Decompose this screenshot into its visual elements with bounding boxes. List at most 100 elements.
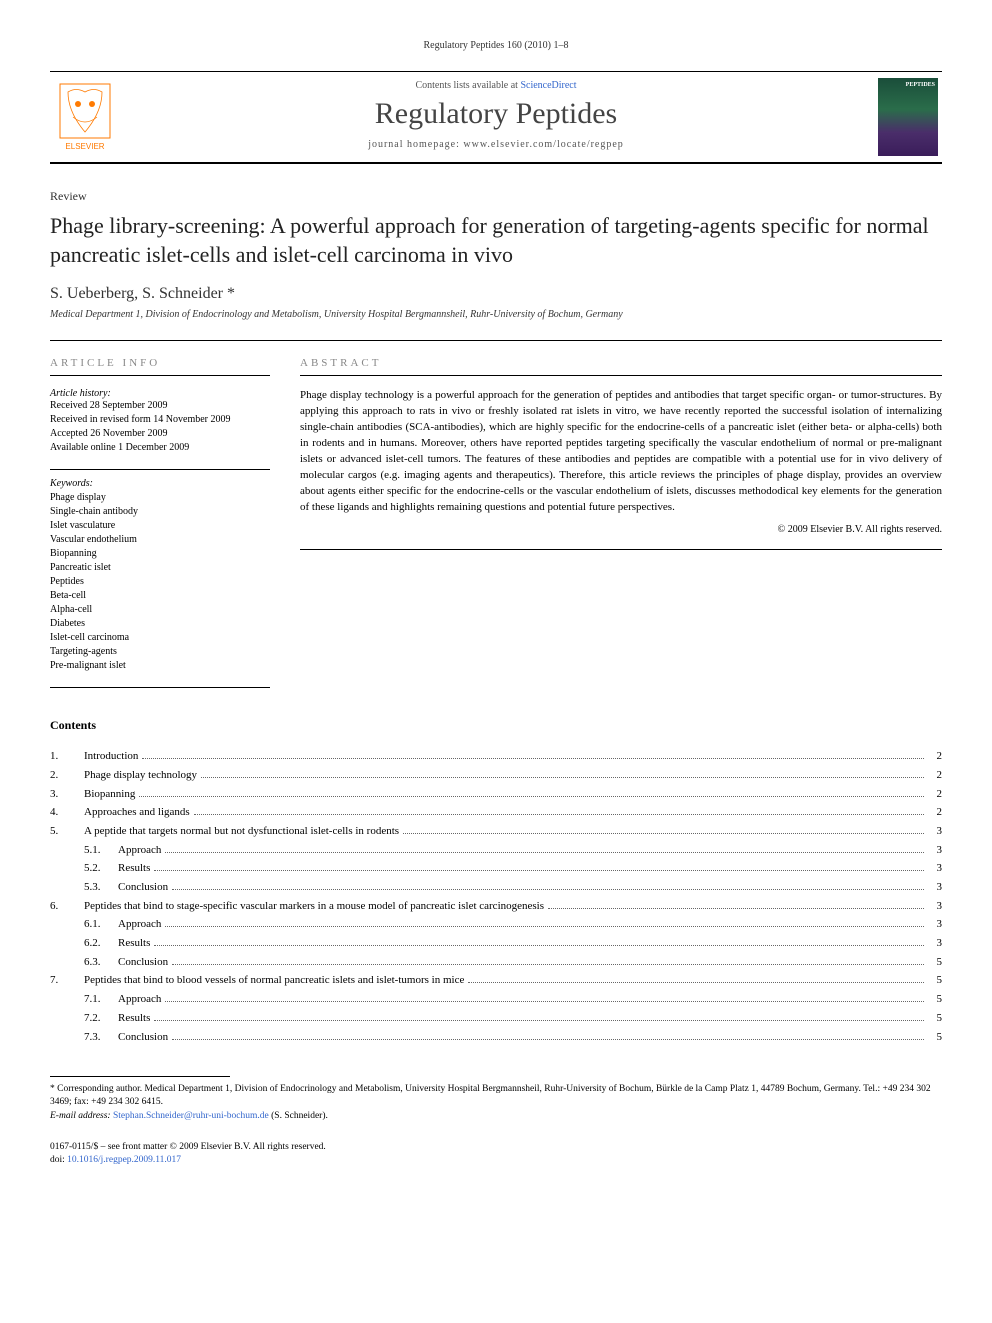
abstract-copyright: © 2009 Elsevier B.V. All rights reserved… bbox=[300, 524, 942, 535]
history-item: Received in revised form 14 November 200… bbox=[50, 413, 270, 427]
toc-number: 5.3. bbox=[50, 878, 118, 897]
toc-leader-dots bbox=[403, 833, 924, 834]
toc-leader-dots bbox=[201, 777, 924, 778]
email-suffix: (S. Schneider). bbox=[271, 1111, 328, 1121]
history-label: Article history: bbox=[50, 388, 270, 399]
toc-title: Peptides that bind to blood vessels of n… bbox=[84, 971, 464, 990]
toc-page: 3 bbox=[928, 934, 942, 953]
toc-leader-dots bbox=[172, 889, 924, 890]
keywords-block: Keywords: Phage displaySingle-chain anti… bbox=[50, 469, 270, 673]
toc-leader-dots bbox=[154, 945, 924, 946]
toc-row[interactable]: 7.1.Approach5 bbox=[50, 990, 942, 1009]
keyword-item: Islet vasculature bbox=[50, 519, 270, 533]
toc-number: 4. bbox=[50, 803, 84, 822]
toc-leader-dots bbox=[548, 908, 924, 909]
toc-page: 5 bbox=[928, 1009, 942, 1028]
bottom-block: 0167-0115/$ – see front matter © 2009 El… bbox=[50, 1141, 942, 1168]
toc-row[interactable]: 5.A peptide that targets normal but not … bbox=[50, 822, 942, 841]
contents-heading: Contents bbox=[50, 718, 942, 733]
toc-number: 6.1. bbox=[50, 915, 118, 934]
publisher-label: ELSEVIER bbox=[65, 142, 104, 151]
toc-title: Peptides that bind to stage-specific vas… bbox=[84, 897, 544, 916]
toc-number: 5.2. bbox=[50, 859, 118, 878]
running-header: Regulatory Peptides 160 (2010) 1–8 bbox=[50, 40, 942, 51]
toc-leader-dots bbox=[165, 926, 924, 927]
toc-page: 5 bbox=[928, 971, 942, 990]
toc-leader-dots bbox=[154, 870, 924, 871]
history-list: Received 28 September 2009Received in re… bbox=[50, 399, 270, 455]
keyword-item: Peptides bbox=[50, 575, 270, 589]
toc-number: 7. bbox=[50, 971, 84, 990]
toc-number: 6.2. bbox=[50, 934, 118, 953]
toc-number: 7.2. bbox=[50, 1009, 118, 1028]
keyword-item: Alpha-cell bbox=[50, 603, 270, 617]
toc-row[interactable]: 3.Biopanning 2 bbox=[50, 785, 942, 804]
toc-row[interactable]: 6.1.Approach3 bbox=[50, 915, 942, 934]
toc-page: 2 bbox=[928, 747, 942, 766]
sciencedirect-link[interactable]: ScienceDirect bbox=[520, 80, 576, 91]
toc-number: 5. bbox=[50, 822, 84, 841]
doi-link[interactable]: 10.1016/j.regpep.2009.11.017 bbox=[67, 1155, 181, 1165]
article-info: ARTICLE INFO Article history: Received 2… bbox=[50, 357, 270, 688]
authors: S. Ueberberg, S. Schneider * bbox=[50, 285, 942, 303]
toc-title: Results bbox=[118, 1009, 150, 1028]
keyword-item: Vascular endothelium bbox=[50, 533, 270, 547]
toc-row[interactable]: 7.2.Results 5 bbox=[50, 1009, 942, 1028]
toc-title: Approach bbox=[118, 990, 161, 1009]
homepage-url[interactable]: www.elsevier.com/locate/regpep bbox=[463, 139, 623, 150]
toc-page: 5 bbox=[928, 990, 942, 1009]
toc-number: 5.1. bbox=[50, 841, 118, 860]
journal-cover-thumb bbox=[872, 72, 942, 162]
toc-page: 2 bbox=[928, 803, 942, 822]
toc-page: 3 bbox=[928, 841, 942, 860]
history-item: Received 28 September 2009 bbox=[50, 399, 270, 413]
toc-number: 3. bbox=[50, 785, 84, 804]
homepage-line: journal homepage: www.elsevier.com/locat… bbox=[120, 139, 872, 150]
article-type: Review bbox=[50, 189, 942, 204]
keyword-item: Pre-malignant islet bbox=[50, 659, 270, 673]
keyword-item: Islet-cell carcinoma bbox=[50, 631, 270, 645]
keyword-item: Pancreatic islet bbox=[50, 561, 270, 575]
issn-line: 0167-0115/$ – see front matter © 2009 El… bbox=[50, 1141, 942, 1154]
toc-title: Introduction bbox=[84, 747, 138, 766]
toc-page: 5 bbox=[928, 1028, 942, 1047]
toc-row[interactable]: 7.3.Conclusion5 bbox=[50, 1028, 942, 1047]
toc-number: 1. bbox=[50, 747, 84, 766]
toc-row[interactable]: 1.Introduction 2 bbox=[50, 747, 942, 766]
toc-title: Biopanning bbox=[84, 785, 135, 804]
history-item: Available online 1 December 2009 bbox=[50, 441, 270, 455]
toc-leader-dots bbox=[165, 1001, 924, 1002]
toc-row[interactable]: 5.1.Approach 3 bbox=[50, 841, 942, 860]
info-abstract-row: ARTICLE INFO Article history: Received 2… bbox=[50, 340, 942, 688]
toc-leader-dots bbox=[172, 1039, 924, 1040]
keyword-item: Targeting-agents bbox=[50, 645, 270, 659]
toc-number: 6. bbox=[50, 897, 84, 916]
keyword-item: Single-chain antibody bbox=[50, 505, 270, 519]
toc-row[interactable]: 5.3.Conclusion3 bbox=[50, 878, 942, 897]
abstract-block: ABSTRACT Phage display technology is a p… bbox=[300, 357, 942, 688]
toc-title: Approach bbox=[118, 841, 161, 860]
doi-line: doi: 10.1016/j.regpep.2009.11.017 bbox=[50, 1154, 942, 1167]
toc-leader-dots bbox=[468, 982, 924, 983]
keyword-item: Diabetes bbox=[50, 617, 270, 631]
keyword-item: Biopanning bbox=[50, 547, 270, 561]
email-line: E-mail address: Stephan.Schneider@ruhr-u… bbox=[50, 1110, 942, 1123]
toc-page: 2 bbox=[928, 785, 942, 804]
toc-number: 6.3. bbox=[50, 953, 118, 972]
publisher-logo: ELSEVIER bbox=[50, 72, 120, 162]
toc-row[interactable]: 7.Peptides that bind to blood vessels of… bbox=[50, 971, 942, 990]
header-center: Contents lists available at ScienceDirec… bbox=[120, 72, 872, 162]
toc-row[interactable]: 5.2.Results3 bbox=[50, 859, 942, 878]
toc-page: 3 bbox=[928, 859, 942, 878]
footnote-separator bbox=[50, 1076, 230, 1077]
keywords-label: Keywords: bbox=[50, 478, 270, 489]
toc-row[interactable]: 6.Peptides that bind to stage-specific v… bbox=[50, 897, 942, 916]
contents-prefix: Contents lists available at bbox=[415, 80, 520, 91]
toc-row[interactable]: 2.Phage display technology2 bbox=[50, 766, 942, 785]
doi-prefix: doi: bbox=[50, 1155, 65, 1165]
email-link[interactable]: Stephan.Schneider@ruhr-uni-bochum.de bbox=[113, 1111, 269, 1121]
toc-title: Approach bbox=[118, 915, 161, 934]
toc-row[interactable]: 6.3.Conclusion5 bbox=[50, 953, 942, 972]
toc-row[interactable]: 4.Approaches and ligands2 bbox=[50, 803, 942, 822]
toc-row[interactable]: 6.2.Results3 bbox=[50, 934, 942, 953]
